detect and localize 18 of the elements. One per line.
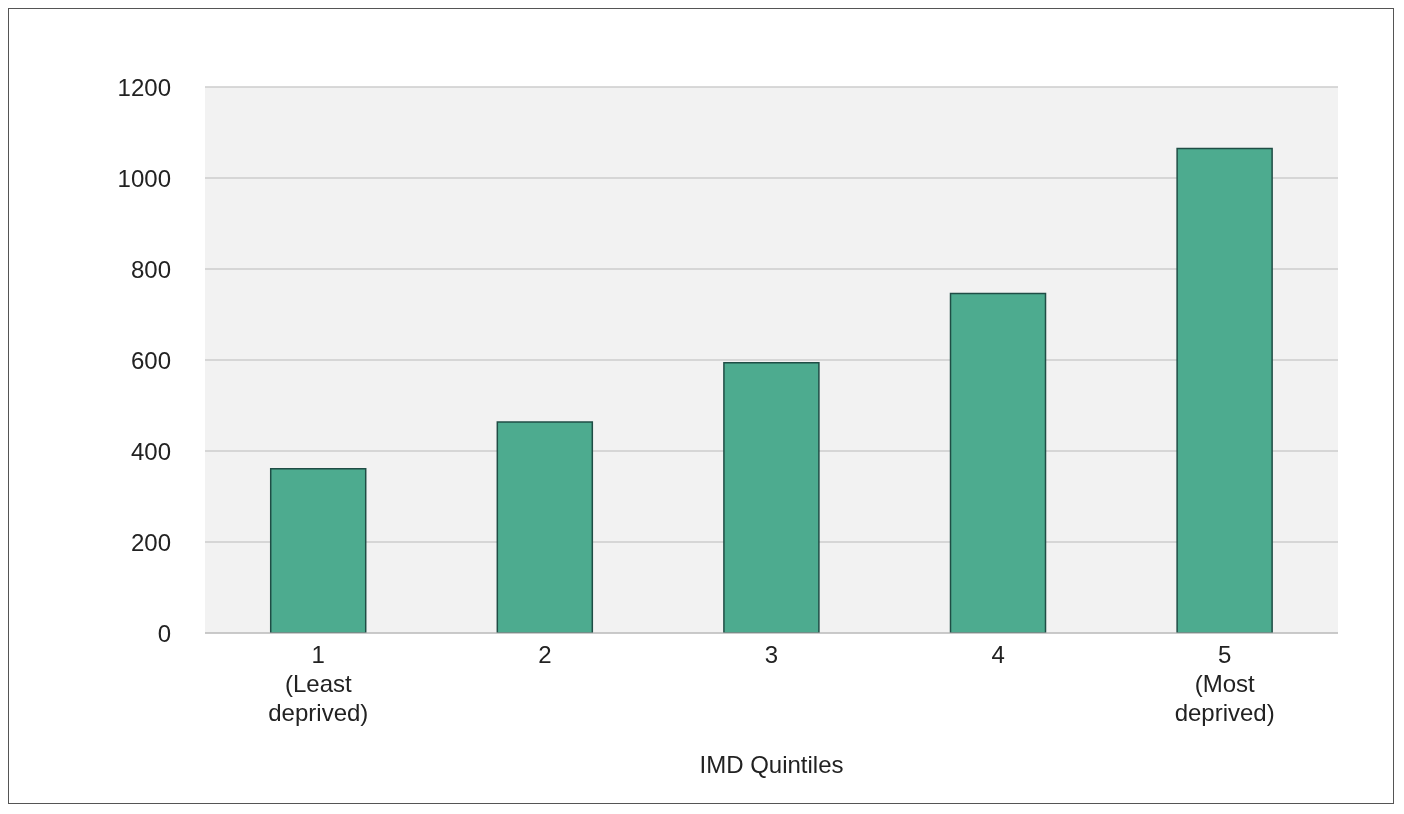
y-tick-label: 200: [130, 528, 171, 556]
y-tick-label: 400: [130, 437, 171, 465]
bar: [1176, 147, 1273, 633]
y-tick-label: 0: [157, 619, 171, 647]
x-tick-label: 3: [764, 641, 779, 668]
bar: [496, 421, 594, 633]
y-tick-label: 1200: [117, 73, 171, 101]
x-tick-label: 5 (Most deprived): [1174, 641, 1275, 726]
x-tick-label: 1 (Least deprived): [268, 641, 369, 726]
y-tick-label: 800: [130, 255, 171, 283]
y-tick-label: 1000: [117, 164, 171, 192]
bar: [269, 468, 367, 633]
bar: [723, 361, 820, 633]
x-tick-label: 4: [991, 641, 1005, 668]
y-tick-label: 600: [130, 346, 171, 374]
bar: [949, 292, 1047, 633]
x-tick-label: 2: [538, 641, 552, 668]
x-axis-title: IMD Quintiles: [699, 751, 844, 778]
